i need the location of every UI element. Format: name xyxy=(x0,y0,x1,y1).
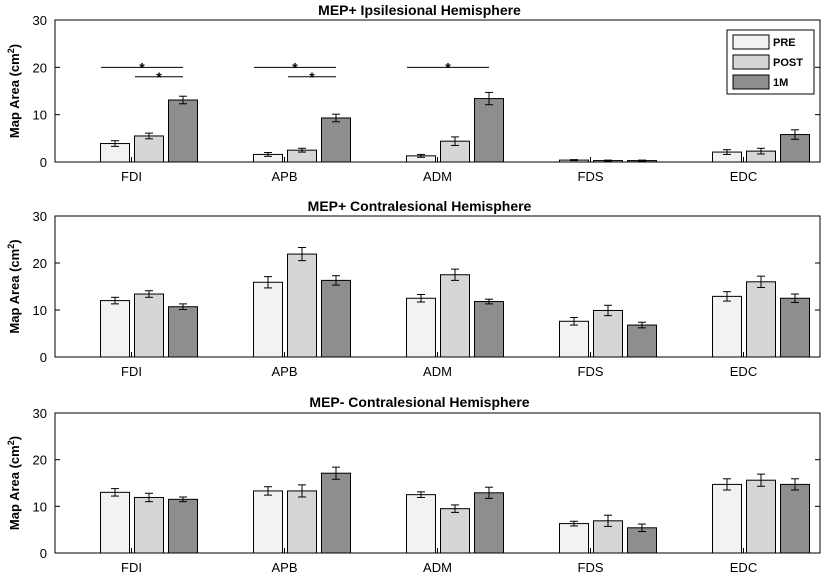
x-tick-label: FDS xyxy=(578,560,604,575)
legend-swatch-1m xyxy=(732,74,770,90)
x-tick-label: EDC xyxy=(730,169,757,184)
y-axis-label-close: ) xyxy=(7,44,22,48)
x-tick-label: FDI xyxy=(121,364,142,379)
bar-1m xyxy=(321,472,351,554)
chart-title: MEP- Contralesional Hemisphere xyxy=(309,394,529,410)
x-tick-label: EDC xyxy=(730,364,757,379)
y-axis-label-base: Map Area (cm xyxy=(7,249,22,334)
legend: PRE POST 1M xyxy=(726,29,815,95)
y-tick-label: 30 xyxy=(33,13,47,28)
x-tick-label: FDS xyxy=(578,169,604,184)
legend-label-1m: 1M xyxy=(773,77,788,89)
y-tick-label: 10 xyxy=(33,108,47,123)
legend-swatch-post xyxy=(732,54,770,70)
bar-pre xyxy=(712,295,742,358)
bar-1m xyxy=(474,301,504,358)
bar-pre xyxy=(712,483,742,554)
bar-post xyxy=(440,274,470,358)
y-tick-label: 10 xyxy=(33,303,47,318)
legend-label-post: POST xyxy=(773,57,803,69)
significance-star: * xyxy=(139,59,145,75)
bar-pre xyxy=(559,523,589,554)
x-tick-label: APB xyxy=(271,560,297,575)
chart-title: MEP+ Ipsilesional Hemisphere xyxy=(318,2,521,18)
bar-post xyxy=(746,281,776,358)
chart-panel-2: MEP+ Contralesional Hemisphere 0 10 20 30 Map… xyxy=(6,198,821,379)
y-tick-label: 20 xyxy=(33,60,47,75)
bar-pre xyxy=(100,491,130,554)
x-tick-label: APB xyxy=(271,364,297,379)
y-axis-label-base: Map Area (cm xyxy=(7,445,22,530)
bar-1m xyxy=(627,324,657,358)
bar-post xyxy=(134,135,164,163)
bar-1m xyxy=(780,483,810,554)
x-tick-label: FDI xyxy=(121,169,142,184)
y-tick-label: 0 xyxy=(40,546,47,561)
y-tick-label: 20 xyxy=(33,453,47,468)
y-axis-label-sup: 2 xyxy=(6,440,16,445)
x-tick-label: APB xyxy=(271,169,297,184)
chart-panel-3: MEP- Contralesional Hemisphere 0 10 20 30 Map… xyxy=(6,394,821,575)
bar-post xyxy=(593,309,623,358)
bar-1m xyxy=(168,99,198,163)
bar-pre xyxy=(253,490,283,554)
y-tick-label: 30 xyxy=(33,209,47,224)
bar-post xyxy=(287,253,317,358)
x-tick-label: FDS xyxy=(578,364,604,379)
bar-pre xyxy=(100,300,130,358)
significance-star: * xyxy=(445,59,451,75)
bar-post xyxy=(134,496,164,554)
legend-label-pre: PRE xyxy=(773,37,796,49)
x-tick-label: EDC xyxy=(730,560,757,575)
x-tick-label: FDI xyxy=(121,560,142,575)
chart-panel-1: MEP+ Ipsilesional Hemisphere 0 10 20 30 Map A… xyxy=(6,2,821,184)
bar-pre xyxy=(406,494,436,554)
y-axis-label-close: ) xyxy=(7,436,22,440)
significance-star: * xyxy=(309,69,315,85)
legend-swatch-pre xyxy=(732,34,770,50)
bar-pre xyxy=(253,281,283,358)
y-axis-label-sup: 2 xyxy=(6,48,16,53)
bar-1m xyxy=(474,98,504,163)
y-tick-label: 20 xyxy=(33,256,47,271)
y-axis-label: Map Area (cm2) xyxy=(6,436,22,530)
bar-post xyxy=(287,490,317,554)
x-tick-label: ADM xyxy=(423,560,452,575)
bar-post xyxy=(134,293,164,358)
y-tick-label: 0 xyxy=(40,350,47,365)
bar-1m xyxy=(321,279,351,358)
significance-star: * xyxy=(292,59,298,75)
y-tick-label: 10 xyxy=(33,499,47,514)
y-axis-label-base: Map Area (cm xyxy=(7,53,22,138)
bar-1m xyxy=(168,498,198,554)
bar-post xyxy=(440,508,470,554)
y-tick-label: 0 xyxy=(40,155,47,170)
bar-pre xyxy=(559,320,589,358)
y-axis-label-close: ) xyxy=(7,239,22,243)
y-axis-label: Map Area (cm2) xyxy=(6,239,22,333)
chart-title: MEP+ Contralesional Hemisphere xyxy=(308,198,532,214)
bar-1m xyxy=(321,117,351,163)
y-axis-label: Map Area (cm2) xyxy=(6,44,22,138)
y-axis-label-sup: 2 xyxy=(6,244,16,249)
bar-pre xyxy=(406,297,436,358)
bar-1m xyxy=(474,492,504,554)
y-tick-label: 30 xyxy=(33,406,47,421)
bar-1m xyxy=(168,306,198,358)
x-tick-label: ADM xyxy=(423,169,452,184)
bar-post xyxy=(746,479,776,554)
bar-1m xyxy=(780,297,810,358)
x-tick-label: ADM xyxy=(423,364,452,379)
significance-star: * xyxy=(156,69,162,85)
